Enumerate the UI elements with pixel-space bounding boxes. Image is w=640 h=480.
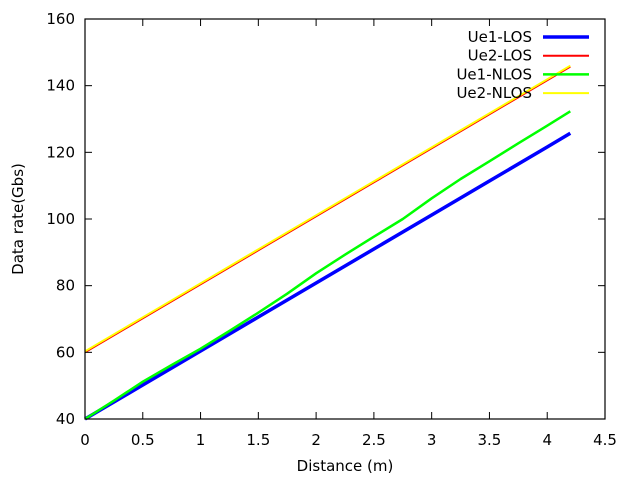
- legend-label: Ue2-NLOS: [456, 84, 532, 102]
- legend-label: Ue1-LOS: [468, 28, 532, 46]
- series-line-ue2-nlos: [84, 64, 571, 353]
- x-tick-label: 2: [311, 431, 321, 449]
- y-tick-label: 120: [46, 143, 75, 161]
- plot-lines: [84, 64, 572, 421]
- legend-label: Ue2-LOS: [468, 47, 532, 65]
- y-tick-label: 80: [56, 277, 75, 295]
- y-axis-ticks: 40 60 80 100 120 140 160: [46, 10, 605, 428]
- series-line-ue1-los: [84, 131, 572, 421]
- x-tick-label: 1.5: [246, 431, 270, 449]
- series-line-ue1-nlos: [84, 110, 571, 421]
- y-tick-label: 140: [46, 77, 75, 95]
- legend-label: Ue1-NLOS: [456, 65, 532, 83]
- y-tick-label: 100: [46, 210, 75, 228]
- x-tick-label: 4: [542, 431, 552, 449]
- x-tick-label: 4.5: [593, 431, 617, 449]
- y-tick-label: 160: [46, 10, 75, 28]
- x-axis-ticks: 0 0.5 1 1.5 2 2.5 3 3.5 4 4.5: [80, 19, 617, 449]
- y-axis-title: Data rate(Gbs): [9, 163, 27, 275]
- y-tick-label: 60: [56, 343, 75, 361]
- x-tick-label: 3.5: [478, 431, 502, 449]
- y-tick-label: 40: [56, 410, 75, 428]
- x-tick-label: 0.5: [131, 431, 155, 449]
- x-tick-label: 3: [427, 431, 437, 449]
- x-tick-label: 1: [196, 431, 206, 449]
- x-axis-title: Distance (m): [297, 457, 394, 475]
- x-tick-label: 2.5: [362, 431, 386, 449]
- x-tick-label: 0: [80, 431, 90, 449]
